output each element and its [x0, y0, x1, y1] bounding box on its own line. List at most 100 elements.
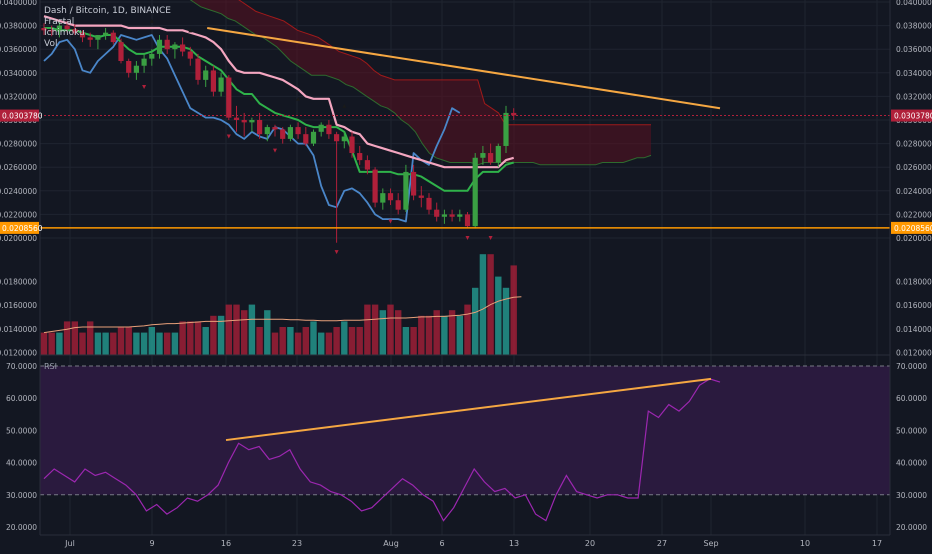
- candle-body: [341, 136, 347, 142]
- indicator-vol[interactable]: Vol: [44, 39, 58, 49]
- price-label-bg-right: [891, 221, 932, 234]
- price-tick-left: 0.0240000: [0, 187, 37, 196]
- time-tick-label: 27: [657, 539, 667, 548]
- volume-bar: [248, 304, 256, 355]
- candle-body: [334, 134, 340, 142]
- volume-tick-right: 0.0140000: [896, 325, 932, 334]
- price-label-bg-right: [891, 109, 932, 122]
- volume-bar: [325, 332, 333, 355]
- volume-bar: [433, 310, 440, 355]
- volume-tick-right: 0.0120000: [896, 348, 932, 357]
- volume-bar: [102, 332, 109, 355]
- volume-bar: [210, 315, 217, 355]
- volume-bar: [117, 327, 125, 355]
- rsi-tick-right: 20.0000: [896, 523, 927, 532]
- cloud-fill: [190, 0, 651, 165]
- candle-body: [64, 25, 70, 30]
- price-tick-right: 0.0340000: [896, 69, 932, 78]
- volume-bar: [194, 321, 202, 355]
- volume-bar: [264, 310, 271, 355]
- candle-body: [172, 44, 178, 50]
- volume-bar: [410, 327, 417, 355]
- time-tick-label: 10: [800, 539, 810, 548]
- volume-bar: [40, 332, 48, 355]
- price-label-bg-left: [0, 109, 39, 122]
- time-tick-label: Aug: [383, 539, 399, 548]
- candle-body: [218, 77, 224, 92]
- volume-bar: [171, 332, 179, 355]
- candle-body: [126, 61, 132, 73]
- candle-body: [118, 42, 124, 61]
- volume-bar: [310, 321, 317, 355]
- candle-body: [403, 171, 409, 210]
- chart-title: Dash / Bitcoin, 1D, BINANCE: [44, 6, 171, 16]
- volume-bar: [395, 310, 402, 355]
- candle-body: [41, 27, 47, 31]
- candle-body: [349, 136, 355, 154]
- candle-body: [295, 127, 301, 135]
- rsi-label: RSI: [44, 362, 57, 371]
- volume-bar: [187, 321, 194, 355]
- volume-bar: [233, 304, 240, 355]
- volume-bar: [164, 332, 171, 355]
- rsi-tick-left: 70.0000: [6, 362, 37, 371]
- price-trendline: [207, 26, 721, 110]
- time-tick-label: 13: [509, 539, 519, 548]
- volume-bar: [202, 327, 209, 355]
- volume-bar: [425, 315, 433, 355]
- fractal-down-mark: [334, 250, 339, 255]
- volume-tick-left: 0.0160000: [0, 301, 37, 310]
- fractal-down-mark: [273, 148, 277, 153]
- time-tick-label: Sep: [703, 539, 718, 548]
- rsi-trendline: [225, 377, 712, 442]
- volume-bar: [502, 287, 510, 355]
- candle-body: [133, 65, 139, 73]
- fractal-up-mark: [188, 28, 193, 33]
- fractal-down-mark: [388, 219, 393, 224]
- rsi-tick-right: 60.0000: [896, 394, 927, 403]
- price-tick-left: 0.0340000: [0, 69, 37, 78]
- price-tick-right: 0.0260000: [896, 163, 932, 172]
- volume-bar: [156, 332, 163, 355]
- fractal-marks: [40, 18, 890, 255]
- candle-body: [249, 120, 255, 123]
- rsi-tick-left: 50.0000: [6, 426, 37, 435]
- volume-bar: [356, 327, 363, 355]
- candle-body: [280, 129, 286, 139]
- candle-body: [241, 120, 247, 123]
- candle-body: [257, 120, 263, 135]
- indicator-ichimoku[interactable]: Ichimoku: [44, 28, 85, 38]
- time-tick-label: 16: [221, 539, 231, 548]
- time-tick-label: 6: [439, 539, 444, 548]
- price-tick-left: 0.0320000: [0, 92, 37, 101]
- candle-body: [56, 25, 62, 32]
- candle-body: [411, 171, 417, 196]
- volume-ma-line: [43, 296, 522, 334]
- price-tick-left: 0.0280000: [0, 140, 37, 149]
- volume-tick-left: 0.0140000: [0, 325, 37, 334]
- volume-bar: [125, 327, 132, 355]
- price-tick-right: 0.0220000: [896, 210, 932, 219]
- indicator-fractal[interactable]: Fractal: [44, 17, 75, 27]
- chart-legend: Dash / Bitcoin, 1D, BINANCE Fractal Ichi…: [44, 6, 171, 50]
- volume-bar: [48, 332, 55, 355]
- candle-body: [180, 44, 186, 52]
- price-tick-left: 0.0260000: [0, 163, 37, 172]
- time-tick-label: Jul: [64, 539, 75, 548]
- volume-bar: [56, 332, 63, 355]
- price-label-right: 0.0208560: [894, 224, 932, 233]
- volume-bar: [448, 310, 456, 355]
- volume-bar: [472, 287, 479, 355]
- fractal-up-mark: [342, 103, 347, 108]
- volume-bar: [225, 304, 232, 355]
- volume-bar: [63, 321, 71, 355]
- volume-bar: [140, 332, 148, 355]
- volume-bar: [294, 332, 302, 355]
- price-label-right: 0.0303780: [894, 112, 932, 121]
- price-tick-left: 0.0360000: [0, 45, 37, 54]
- fractal-up-mark: [149, 18, 154, 23]
- rsi-tick-left: 20.0000: [6, 523, 37, 532]
- candle-body: [441, 214, 447, 217]
